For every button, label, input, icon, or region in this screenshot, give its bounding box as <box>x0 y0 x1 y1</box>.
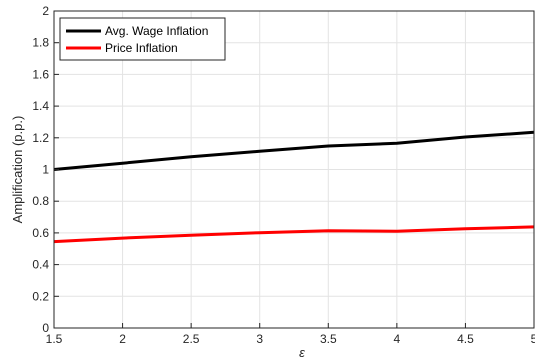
x-tick-label: 4 <box>394 332 401 346</box>
price-inflation-line <box>53 225 535 244</box>
x-tick-label: 3 <box>256 332 263 346</box>
y-tick-label: 0 <box>42 321 49 335</box>
y-tick-label: 1.6 <box>32 67 49 81</box>
x-tick-label: 2 <box>119 332 126 346</box>
y-tick-labels: 0 0.2 0.4 0.6 0.8 1 1.2 1.4 1.6 1.8 2 <box>32 4 49 335</box>
y-tick-label: 0.4 <box>32 258 49 272</box>
axis-ticks <box>53 10 535 329</box>
y-tick-label: 1 <box>42 163 49 177</box>
x-tick-label: 3.5 <box>320 332 337 346</box>
y-tick-label: 1.8 <box>32 36 49 50</box>
legend-label-wage: Avg. Wage Inflation <box>105 24 208 38</box>
legend-label-price: Price Inflation <box>105 41 178 55</box>
y-tick-label: 1.2 <box>32 131 49 145</box>
y-tick-label: 0.8 <box>32 194 49 208</box>
y-tick-label: 1.4 <box>32 99 49 113</box>
y-tick-label: 2 <box>42 4 49 18</box>
x-axis-label: ε <box>299 345 305 360</box>
x-tick-label: 4.5 <box>457 332 474 346</box>
x-tick-label: 1.5 <box>46 332 63 346</box>
series-lines <box>53 130 535 244</box>
wage-inflation-line <box>53 130 535 171</box>
x-tick-labels: 1.5 2 2.5 3 3.5 4 4.5 5 <box>46 332 535 346</box>
y-tick-label: 0.6 <box>32 226 49 240</box>
y-axis-label: Amplification (p.p.) <box>10 116 25 224</box>
x-tick-label: 2.5 <box>183 332 200 346</box>
y-tick-label: 0.2 <box>32 289 49 303</box>
legend-box <box>59 17 226 61</box>
grid <box>53 10 535 329</box>
x-tick-label: 5 <box>531 332 535 346</box>
legend: Avg. Wage Inflation Price Inflation <box>59 17 226 61</box>
